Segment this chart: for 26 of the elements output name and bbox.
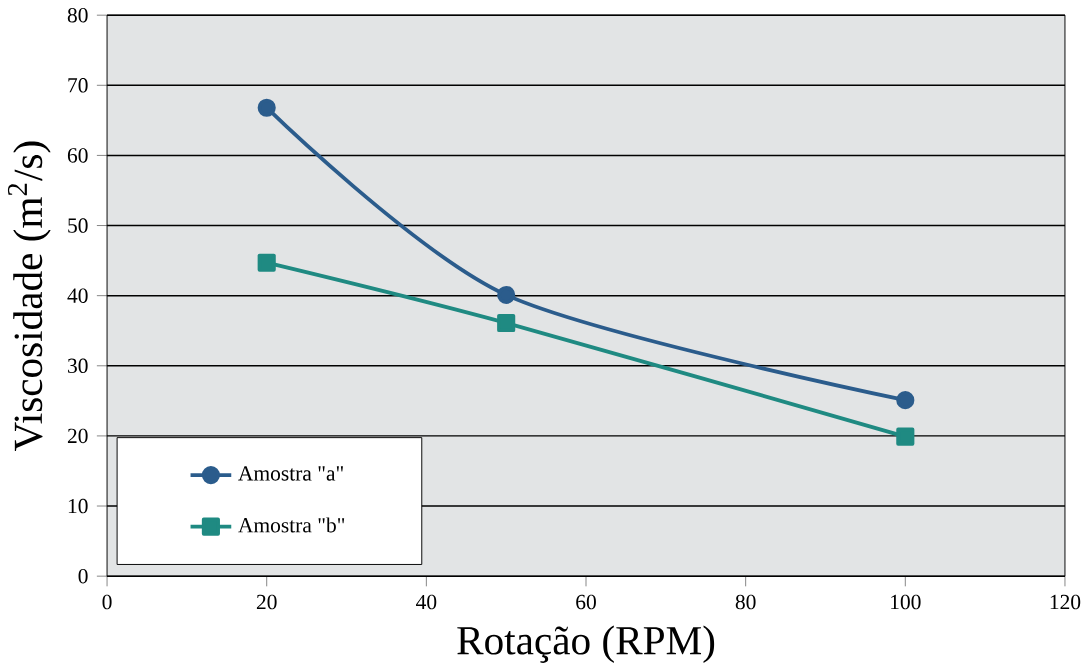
x-tick-label: 60	[576, 594, 596, 610]
y-tick-label: 70	[68, 78, 88, 93]
x-axis-title: Rotação (RPM)	[457, 625, 715, 664]
y-tick-label: 40	[67, 288, 88, 303]
x-tick-label: 120	[1050, 594, 1081, 610]
legend-label: Amostra "b"	[238, 517, 345, 533]
x-tick-label: 40	[416, 594, 437, 610]
legend-label: Amostra "a"	[238, 466, 343, 481]
y-tick-label: 0	[78, 568, 88, 584]
point	[257, 253, 276, 272]
x-tick-label: 80	[735, 594, 756, 610]
y-tick-label: 20	[67, 428, 88, 444]
y-tick-label: 80	[67, 7, 88, 23]
x-tick-label: 100	[891, 594, 921, 610]
y-tick-label: 50	[68, 218, 88, 233]
point	[896, 427, 915, 446]
point	[257, 98, 276, 117]
y-tick-label: 60	[67, 148, 88, 163]
x-tick-label: 0	[102, 594, 112, 610]
y-tick-label: 10	[68, 498, 88, 514]
x-tick-label: 20	[256, 594, 277, 610]
y-axis-title: Viscosidade (m$^{2}$/s)	[7, 141, 51, 452]
point	[896, 391, 915, 410]
y-tick-label: 30	[68, 358, 88, 374]
point	[497, 313, 516, 333]
point	[497, 285, 516, 305]
